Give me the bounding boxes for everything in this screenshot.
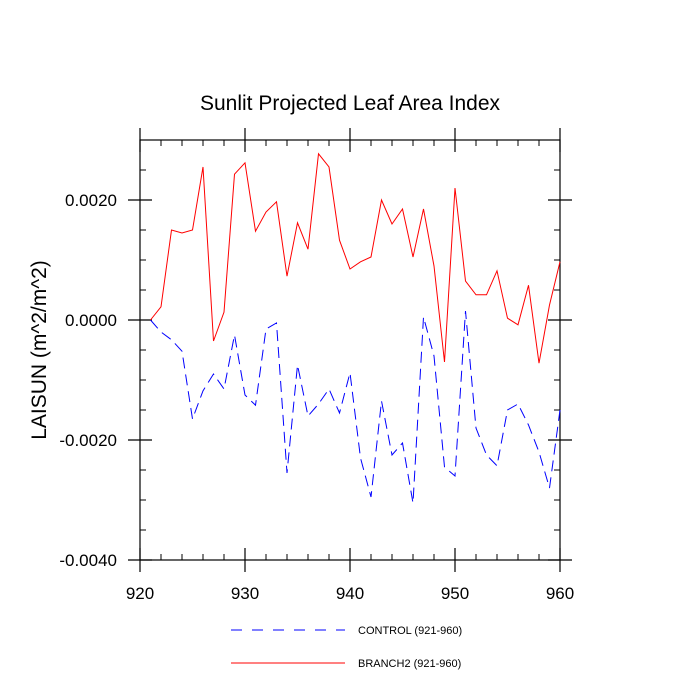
plot-frame: [139, 139, 561, 561]
chart-title: Sunlit Projected Leaf Area Index: [200, 92, 501, 115]
x-tick-label: 960: [546, 584, 574, 603]
legend-label-control: CONTROL (921-960): [358, 625, 462, 637]
x-tick-label: 920: [126, 584, 154, 603]
series-line-control: [150, 310, 561, 504]
series-line-branch2: [150, 152, 561, 364]
legend-label-branch2: BRANCH2 (921-960): [358, 658, 461, 670]
y-tick-label: -0.0020: [59, 431, 117, 450]
x-tick-label: 940: [336, 584, 364, 603]
axis-tick-labels: 920 930 940 950 960 -0.0040 -0.0020 0.0000 0.002…: [59, 191, 574, 603]
y-tick-label: -0.0040: [59, 551, 117, 570]
y-tick-label: 0.0000: [65, 311, 117, 330]
y-axis-label: LAISUN (m^2/m^2): [28, 260, 51, 440]
series-layer: [150, 152, 561, 504]
axis-ticks: [128, 128, 572, 572]
legend: CONTROL (921-960) BRANCH2 (921-960): [231, 625, 462, 670]
x-tick-label: 950: [441, 584, 469, 603]
x-tick-label: 930: [231, 584, 259, 603]
y-tick-label: 0.0020: [65, 191, 117, 210]
